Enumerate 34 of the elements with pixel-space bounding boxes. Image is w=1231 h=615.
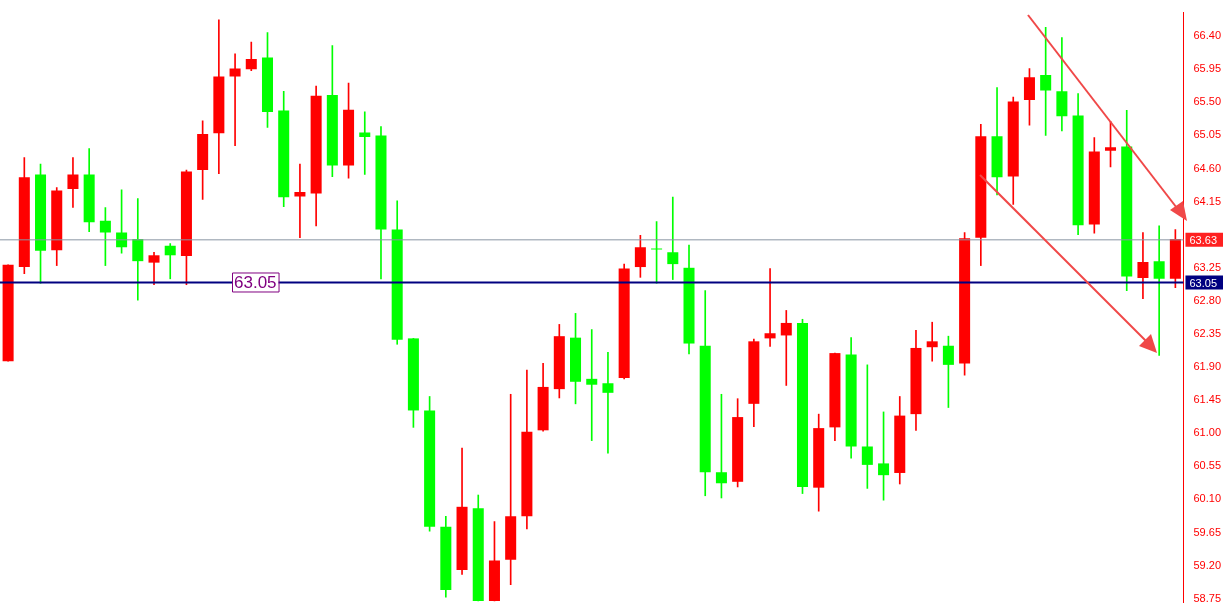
y-tick-label: 58.75 (1193, 591, 1221, 604)
y-tick-label: 61.90 (1193, 360, 1221, 373)
y-tick-label: 59.20 (1193, 558, 1221, 571)
candlestick (780, 310, 792, 386)
y-tick-label: 64.15 (1193, 194, 1221, 207)
candlestick (294, 163, 306, 238)
candlestick (1153, 225, 1165, 356)
y-tick-label: 65.05 (1193, 128, 1221, 141)
candlestick (505, 393, 517, 586)
candlestick (164, 243, 176, 280)
y-tick-label: 60.55 (1193, 459, 1221, 472)
y-tick-label: 62.35 (1193, 327, 1221, 340)
y-tick-label: 62.80 (1193, 293, 1221, 306)
candlestick (359, 111, 371, 175)
y-tick-label: 65.95 (1193, 62, 1221, 75)
text: 63.05 (1189, 276, 1217, 289)
candlestick (926, 321, 938, 362)
y-tick-label: 61.00 (1193, 426, 1221, 439)
y-tick-label: 59.65 (1193, 525, 1221, 538)
y-tick-label: 61.45 (1193, 393, 1221, 406)
candlestick (764, 268, 776, 347)
y-tick-label: 64.60 (1193, 161, 1221, 174)
candlestick (132, 198, 144, 301)
candlestick (1040, 26, 1052, 136)
candlestick (602, 352, 614, 454)
ref-line-label: 63.05 (234, 273, 277, 293)
y-tick-label: 65.50 (1193, 95, 1221, 108)
ref-line-label: 63.63 (1189, 233, 1217, 246)
y-tick-label: 63.25 (1193, 260, 1221, 273)
candlestick (586, 329, 598, 441)
candlestick (229, 53, 241, 147)
y-tick-label: 60.10 (1193, 492, 1221, 505)
candlestick (667, 196, 679, 280)
y-tick-label: 66.40 (1193, 29, 1221, 42)
